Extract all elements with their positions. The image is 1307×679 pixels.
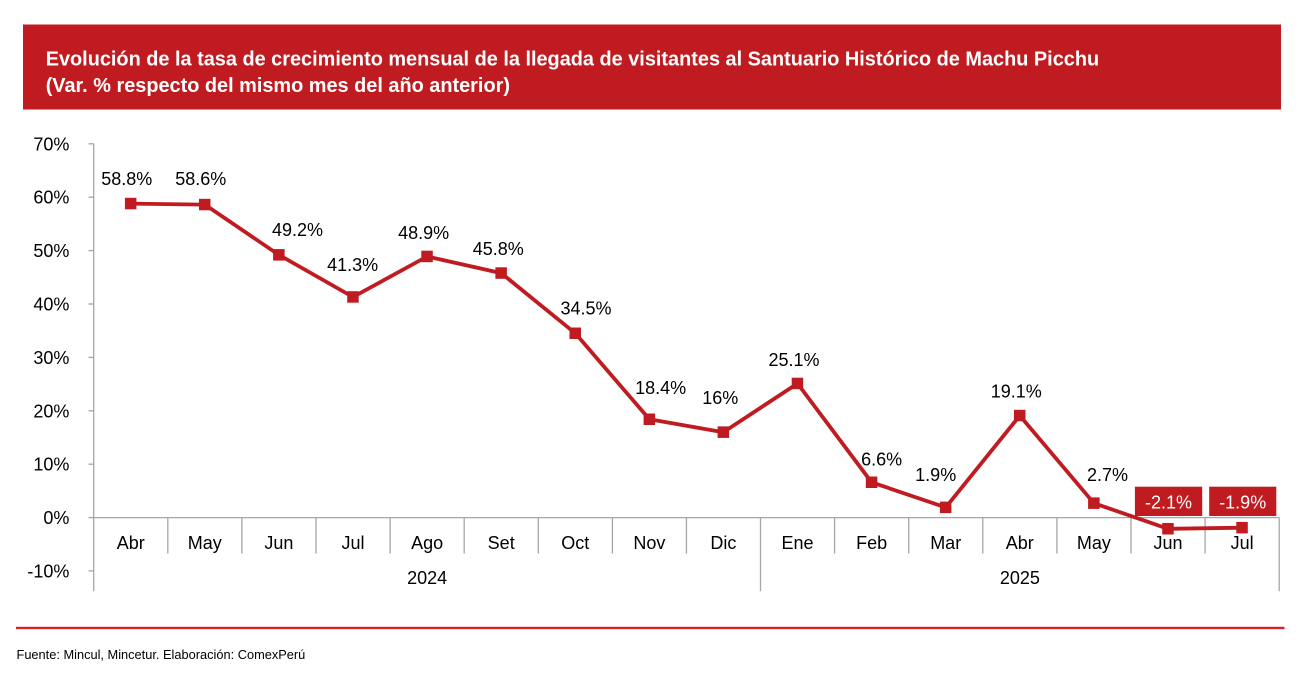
svg-text:Abr: Abr: [1006, 533, 1034, 553]
svg-text:2.7%: 2.7%: [1087, 465, 1128, 485]
svg-text:Ene: Ene: [781, 533, 813, 553]
svg-text:Fuente: Mincul, Mincetur. Elab: Fuente: Mincul, Mincetur. Elaboración: C…: [17, 647, 306, 662]
svg-text:Dic: Dic: [710, 533, 736, 553]
svg-text:Jul: Jul: [341, 533, 364, 553]
svg-text:Jun: Jun: [264, 533, 293, 553]
svg-text:58.8%: 58.8%: [101, 169, 152, 189]
svg-text:19.1%: 19.1%: [991, 381, 1042, 401]
svg-text:Set: Set: [488, 533, 515, 553]
svg-text:40%: 40%: [33, 295, 69, 315]
svg-text:Abr: Abr: [117, 533, 145, 553]
svg-text:-1.9%: -1.9%: [1219, 493, 1266, 513]
svg-text:49.2%: 49.2%: [272, 220, 323, 240]
svg-text:May: May: [188, 533, 222, 553]
svg-text:58.6%: 58.6%: [175, 169, 226, 189]
svg-text:48.9%: 48.9%: [398, 223, 449, 243]
svg-text:50%: 50%: [33, 241, 69, 261]
svg-text:2025: 2025: [1000, 568, 1040, 588]
svg-text:0%: 0%: [43, 508, 69, 528]
svg-text:25.1%: 25.1%: [768, 350, 819, 370]
svg-text:45.8%: 45.8%: [473, 239, 524, 259]
svg-text:41.3%: 41.3%: [327, 255, 378, 275]
svg-text:70%: 70%: [33, 134, 69, 154]
svg-text:6.6%: 6.6%: [861, 450, 902, 470]
svg-text:16%: 16%: [702, 388, 738, 408]
svg-text:May: May: [1077, 533, 1111, 553]
svg-text:-2.1%: -2.1%: [1145, 493, 1192, 513]
svg-text:(Var. % respecto del mismo mes: (Var. % respecto del mismo mes del año a…: [46, 75, 510, 97]
svg-text:18.4%: 18.4%: [635, 378, 686, 398]
svg-text:Feb: Feb: [856, 533, 887, 553]
svg-text:60%: 60%: [33, 188, 69, 208]
svg-text:20%: 20%: [33, 401, 69, 421]
svg-text:Jun: Jun: [1153, 533, 1182, 553]
svg-text:1.9%: 1.9%: [915, 465, 956, 485]
svg-text:Oct: Oct: [561, 533, 589, 553]
svg-text:34.5%: 34.5%: [560, 299, 611, 319]
svg-text:Evolución de la tasa de crecim: Evolución de la tasa de crecimiento mens…: [46, 49, 1099, 71]
svg-text:2024: 2024: [407, 568, 447, 588]
svg-text:10%: 10%: [33, 455, 69, 475]
svg-text:-10%: -10%: [27, 561, 69, 581]
svg-text:Nov: Nov: [633, 533, 665, 553]
svg-text:Mar: Mar: [930, 533, 961, 553]
svg-text:30%: 30%: [33, 348, 69, 368]
svg-text:Ago: Ago: [411, 533, 443, 553]
svg-text:Jul: Jul: [1231, 533, 1254, 553]
